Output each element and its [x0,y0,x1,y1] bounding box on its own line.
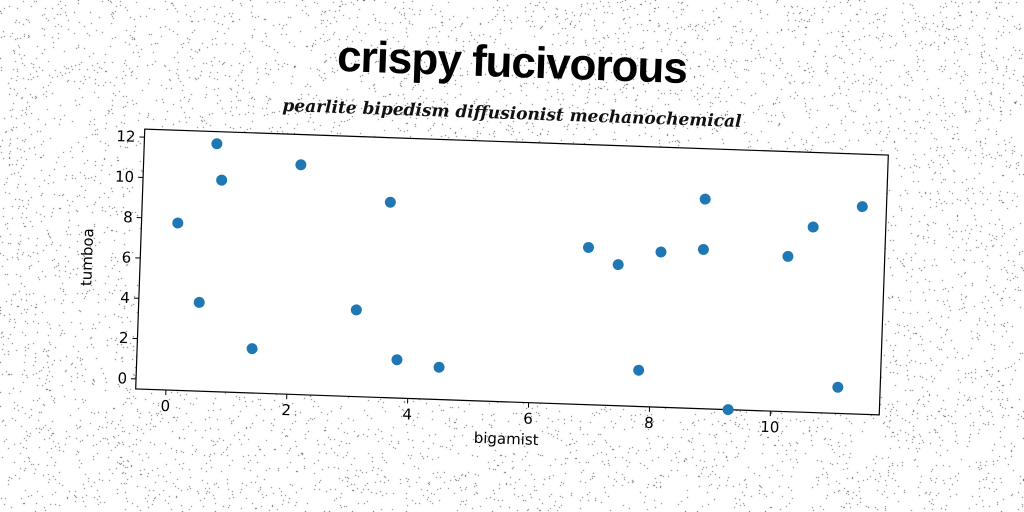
y-tick-label: 8 [123,208,133,226]
scatter-point [211,138,223,150]
scatter-point [172,217,184,229]
x-axis: 0 2 4 6 8 10 [160,389,780,437]
scatter-point [246,343,258,355]
scatter-point [655,246,667,258]
y-axis-label: tumboa [77,228,97,286]
scatter-point [295,159,307,171]
plot-area [135,128,889,416]
scatter-point [583,241,595,253]
scatter-point [782,250,794,262]
x-tick-label: 6 [523,409,533,427]
scatter-point [807,221,819,233]
x-tick-label: 0 [160,397,170,415]
scatter-point [633,364,645,376]
y-tick-label: 4 [120,289,130,307]
scatter-point [612,259,624,271]
x-tick-label: 10 [760,418,780,437]
scatter-point [384,196,396,208]
scatter-point [391,354,403,366]
y-axis: 0 2 4 6 8 10 12 [115,127,145,388]
y-tick-label: 12 [116,127,136,146]
scatter-point [856,201,868,213]
scatter-point [193,296,205,308]
y-tick-label: 10 [115,167,135,186]
data-points [172,138,868,416]
x-tick-label: 8 [644,414,654,432]
x-tick-label: 2 [281,401,291,419]
y-tick-label: 6 [121,248,131,266]
x-axis-label: bigamist [473,429,539,449]
scatter-point [722,404,734,416]
x-tick-label: 4 [402,405,412,423]
scatter-point [350,304,362,316]
y-tick-label: 0 [117,369,127,387]
scatter-point [433,361,445,373]
y-tick-label: 2 [119,329,129,347]
scatter-point [216,174,228,186]
scatter-point [699,193,711,205]
scatter-point [832,381,844,393]
scatter-point [697,243,709,255]
